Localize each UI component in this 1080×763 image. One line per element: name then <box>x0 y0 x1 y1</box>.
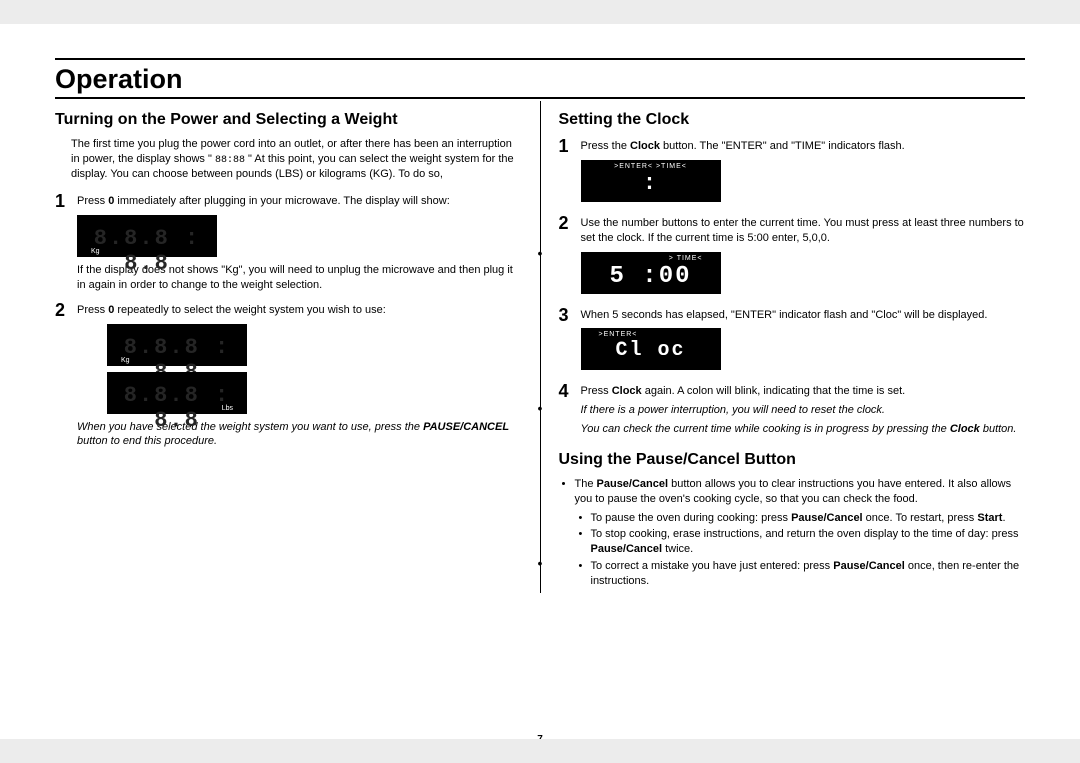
display-cloc: >ENTER< Cl oc <box>581 328 721 370</box>
clock-step-2: 2 Use the number buttons to enter the cu… <box>559 214 1026 300</box>
clock-heading: Setting the Clock <box>559 111 1026 129</box>
pause-heading: Using the Pause/Cancel Button <box>559 451 1026 469</box>
binder-dot: • <box>537 555 543 571</box>
clock-note1: If there is a power interruption, you wi… <box>581 403 1026 418</box>
lbs-label: Lbs <box>222 405 233 412</box>
pause-bullet-2: To stop cooking, erase instructions, and… <box>579 527 1026 557</box>
step-body: Press 0 repeatedly to select the weight … <box>77 301 522 452</box>
clock-s4: Press Clock again. A colon will blink, i… <box>581 384 1026 399</box>
step-number: 1 <box>559 137 581 155</box>
display-segment: 5 :00 <box>581 263 721 290</box>
clock-step-1: 1 Press the Clock button. The "ENTER" an… <box>559 137 1026 208</box>
display-enter-time: >ENTER< >TIME< : <box>581 160 721 202</box>
top-margin-bar <box>0 0 1080 24</box>
left-step-2: 2 Press 0 repeatedly to select the weigh… <box>55 301 522 452</box>
pause-bullet-1: To pause the oven during cooking: press … <box>579 511 1026 526</box>
kg-label: Kg <box>91 248 100 255</box>
clock-s2: Use the number buttons to enter the curr… <box>581 216 1026 246</box>
binder-dot: • <box>537 400 543 416</box>
binder-dot: • <box>537 245 543 261</box>
left-column: Turning on the Power and Selecting a Wei… <box>55 101 540 593</box>
rule-top <box>55 58 1025 60</box>
intro-clock-glyph: 88:88 <box>215 155 245 166</box>
display-kg-1: 8.8.8 : 8.8 Kg <box>77 215 217 257</box>
left-intro: The first time you plug the power cord i… <box>71 137 522 182</box>
left-heading: Turning on the Power and Selecting a Wei… <box>55 111 522 129</box>
step-body: When 5 seconds has elapsed, "ENTER" indi… <box>581 306 1026 377</box>
step-body: Press the Clock button. The "ENTER" and … <box>581 137 1026 208</box>
step-body: Use the number buttons to enter the curr… <box>581 214 1026 300</box>
pause-bullet-3: To correct a mistake you have just enter… <box>579 559 1026 589</box>
display-500: > TIME< 5 :00 <box>581 252 721 294</box>
content-columns: Turning on the Power and Selecting a Wei… <box>55 101 1025 593</box>
step-number: 3 <box>559 306 581 324</box>
kg-label: Kg <box>121 357 130 364</box>
step-body: Press 0 immediately after plugging in yo… <box>77 192 522 295</box>
display-top: > TIME< <box>581 255 721 262</box>
step-number: 2 <box>55 301 77 319</box>
step2-text: Press 0 repeatedly to select the weight … <box>77 303 522 318</box>
pause-list: The Pause/Cancel button allows you to cl… <box>559 477 1026 589</box>
step1-text: Press 0 immediately after plugging in yo… <box>77 194 522 209</box>
step-number: 4 <box>559 382 581 400</box>
rule-under-title <box>55 97 1025 99</box>
clock-note2: You can check the current time while coo… <box>581 422 1026 437</box>
bottom-margin-bar <box>0 739 1080 763</box>
display-kg-2: 8.8.8 : 8.8 Kg <box>107 324 247 366</box>
step-body: Press Clock again. A colon will blink, i… <box>581 382 1026 441</box>
display-segment: : <box>581 171 721 196</box>
pause-intro: The Pause/Cancel button allows you to cl… <box>575 477 1026 589</box>
page-title: Operation <box>55 64 1025 95</box>
pause-sublist: To pause the oven during cooking: press … <box>575 511 1026 589</box>
right-column: Setting the Clock 1 Press the Clock butt… <box>540 101 1026 593</box>
step-number: 1 <box>55 192 77 210</box>
display-segment: Cl oc <box>581 339 721 362</box>
display-lbs: 8.8.8 : 8.8 Lbs <box>107 372 247 414</box>
display-top: >ENTER< >TIME< <box>581 163 721 170</box>
clock-step-3: 3 When 5 seconds has elapsed, "ENTER" in… <box>559 306 1026 377</box>
display-top: >ENTER< <box>581 331 721 338</box>
manual-page: Operation Turning on the Power and Selec… <box>0 0 1080 763</box>
left-step-1: 1 Press 0 immediately after plugging in … <box>55 192 522 295</box>
clock-s1: Press the Clock button. The "ENTER" and … <box>581 139 1026 154</box>
clock-s3: When 5 seconds has elapsed, "ENTER" indi… <box>581 308 1026 323</box>
step-number: 2 <box>559 214 581 232</box>
clock-step-4: 4 Press Clock again. A colon will blink,… <box>559 382 1026 441</box>
